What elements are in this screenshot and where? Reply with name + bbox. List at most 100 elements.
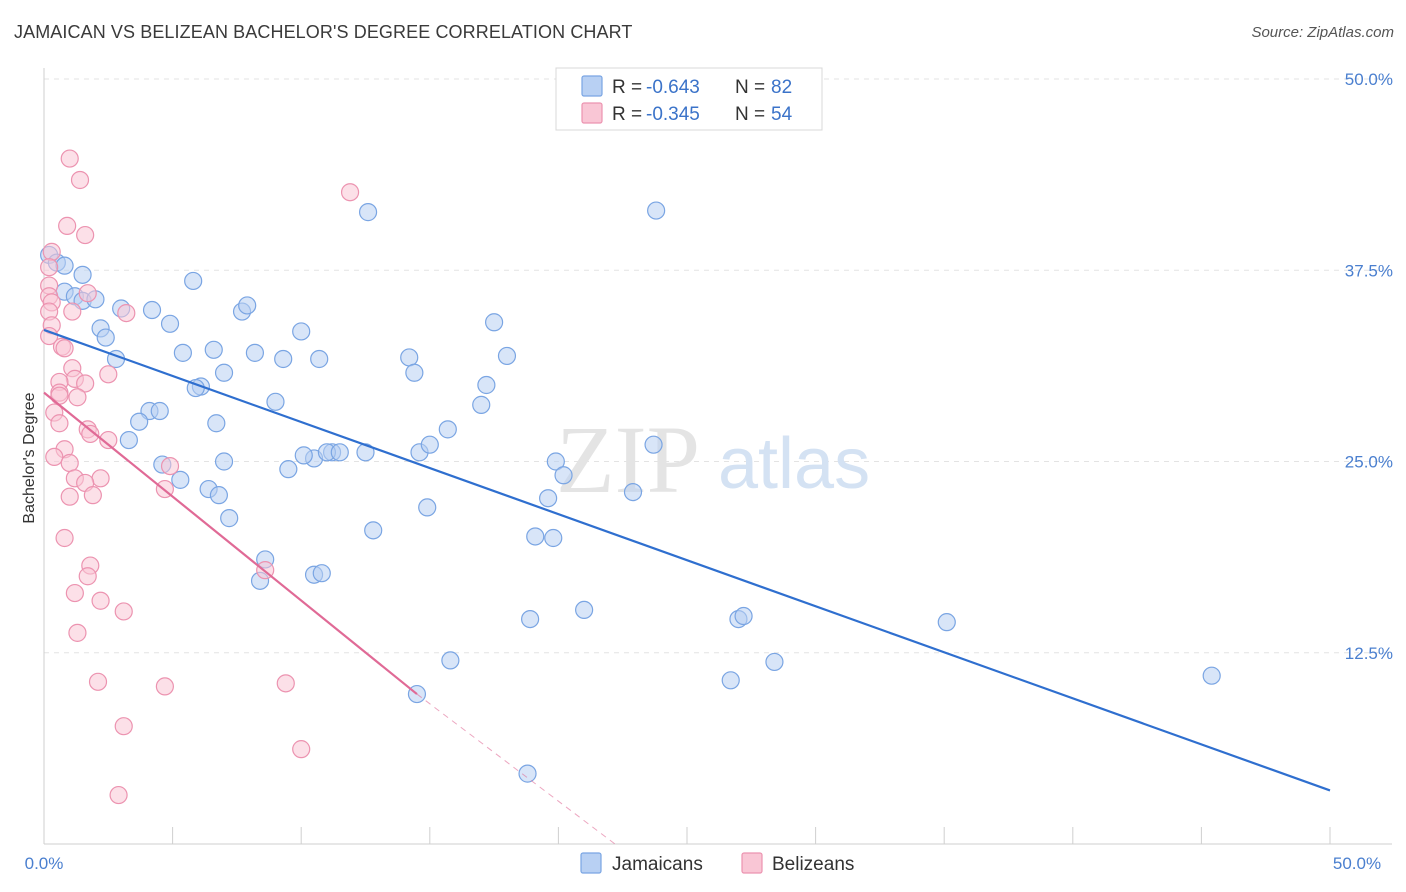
jamaican-point bbox=[721, 671, 740, 690]
x-tick-label-max: 50.0% bbox=[1333, 854, 1381, 873]
belizean-point bbox=[117, 303, 136, 323]
belizean-point bbox=[60, 149, 79, 168]
jamaican-point bbox=[358, 203, 378, 222]
legend-r-value-jamaicans: -0.643 bbox=[646, 77, 700, 98]
belizean-point bbox=[114, 717, 133, 736]
jamaican-point bbox=[220, 509, 239, 528]
belizean-point bbox=[50, 414, 69, 433]
jamaican-point bbox=[330, 443, 349, 462]
belizeans-trend-extension bbox=[416, 693, 616, 845]
jamaican-point bbox=[438, 420, 457, 439]
belizean-point bbox=[160, 456, 180, 476]
x-tick-label-min: 0.0% bbox=[25, 854, 64, 873]
jamaican-point bbox=[356, 443, 375, 462]
jamaican-point bbox=[204, 340, 223, 359]
jamaican-point bbox=[173, 343, 192, 362]
jamaican-point bbox=[623, 483, 643, 502]
y-tick-label: 37.5% bbox=[1345, 261, 1393, 280]
jamaican-point bbox=[142, 300, 162, 320]
belizean-point bbox=[45, 447, 64, 467]
belizean-point bbox=[83, 486, 102, 505]
belizean-point bbox=[70, 170, 90, 190]
belizean-point bbox=[99, 430, 118, 450]
y-tick-label: 50.0% bbox=[1345, 70, 1393, 89]
axes bbox=[43, 68, 1392, 845]
jamaican-point bbox=[292, 322, 311, 341]
belizean-point bbox=[40, 326, 59, 346]
legend-swatch-jamaicans bbox=[581, 75, 603, 97]
bottom-legend: Jamaicans Belizeans bbox=[580, 852, 854, 875]
jamaican-point bbox=[245, 343, 265, 362]
belizean-point bbox=[76, 225, 95, 245]
belizeans-trend-line bbox=[43, 391, 418, 695]
bottom-legend-swatch-belizeans bbox=[741, 852, 763, 874]
belizean-point bbox=[60, 487, 79, 506]
legend-r-label-belizeans: R = bbox=[612, 104, 642, 125]
jamaican-point bbox=[171, 470, 190, 489]
belizean-point bbox=[58, 216, 77, 235]
jamaican-point bbox=[209, 486, 228, 505]
watermark-atlas: atlas bbox=[718, 424, 870, 504]
bottom-legend-label-jamaicans: Jamaicans bbox=[612, 854, 703, 875]
legend: R = -0.643 N = 82 R = -0.345 N = 54 bbox=[555, 67, 823, 131]
jamaican-point bbox=[472, 395, 491, 414]
jamaican-point bbox=[294, 446, 313, 465]
jamaican-point bbox=[477, 375, 496, 395]
jamaican-point bbox=[73, 265, 92, 284]
jamaican-point bbox=[937, 613, 956, 632]
y-tick-labels: 12.5% 25.0% 37.5% 50.0% bbox=[1345, 70, 1393, 663]
belizean-point bbox=[276, 674, 295, 693]
jamaican-point bbox=[441, 651, 460, 670]
belizean-point bbox=[78, 567, 97, 586]
bottom-legend-swatch-jamaicans bbox=[580, 852, 602, 874]
jamaican-point bbox=[400, 348, 419, 367]
legend-swatch-belizeans bbox=[581, 102, 603, 124]
jamaican-point bbox=[274, 349, 293, 369]
belizean-point bbox=[76, 374, 95, 393]
jamaican-point bbox=[310, 349, 329, 369]
jamaican-point bbox=[1202, 666, 1221, 685]
jamaican-point bbox=[521, 609, 540, 629]
jamaican-point bbox=[214, 363, 234, 382]
jamaican-point bbox=[418, 498, 437, 517]
jamaican-point bbox=[546, 452, 565, 471]
jamaican-point bbox=[485, 313, 504, 332]
y-tick-label: 25.0% bbox=[1345, 453, 1393, 472]
jamaican-point bbox=[266, 392, 285, 411]
legend-n-label-jamaicans: N = bbox=[735, 77, 765, 98]
belizean-point bbox=[78, 284, 97, 303]
jamaican-point bbox=[150, 401, 169, 421]
belizean-point bbox=[340, 183, 360, 202]
grid-lines bbox=[44, 78, 1392, 654]
belizean-point bbox=[292, 740, 311, 759]
jamaican-point bbox=[526, 527, 545, 546]
jamaican-point bbox=[207, 414, 226, 433]
jamaican-point bbox=[544, 528, 563, 548]
belizean-point bbox=[155, 677, 174, 696]
bottom-legend-label-belizeans: Belizeans bbox=[772, 854, 854, 875]
jamaican-point bbox=[130, 412, 149, 431]
belizean-point bbox=[40, 258, 59, 277]
jamaican-point bbox=[734, 606, 753, 626]
x-tick-labels: 0.0% 50.0% bbox=[25, 854, 1381, 873]
jamaican-point bbox=[160, 314, 180, 333]
jamaican-point bbox=[575, 600, 594, 620]
jamaican-point bbox=[405, 363, 424, 382]
source-credit: Source: ZipAtlas.com bbox=[1251, 24, 1394, 41]
jamaicans-points bbox=[40, 201, 1221, 783]
jamaican-point bbox=[554, 466, 573, 485]
belizean-point bbox=[42, 242, 61, 261]
jamaican-point bbox=[518, 764, 537, 783]
belizean-point bbox=[55, 339, 74, 358]
belizean-point bbox=[68, 623, 87, 642]
belizean-point bbox=[63, 302, 82, 321]
y-axis-label: Bachelor's Degree bbox=[21, 392, 38, 523]
jamaican-point bbox=[312, 564, 331, 583]
legend-r-value-belizeans: -0.345 bbox=[646, 104, 700, 125]
jamaican-point bbox=[184, 271, 203, 291]
belizean-point bbox=[65, 583, 84, 603]
belizean-point bbox=[109, 785, 128, 805]
watermark: ZIP atlas bbox=[556, 406, 870, 513]
jamaican-point bbox=[765, 652, 784, 672]
